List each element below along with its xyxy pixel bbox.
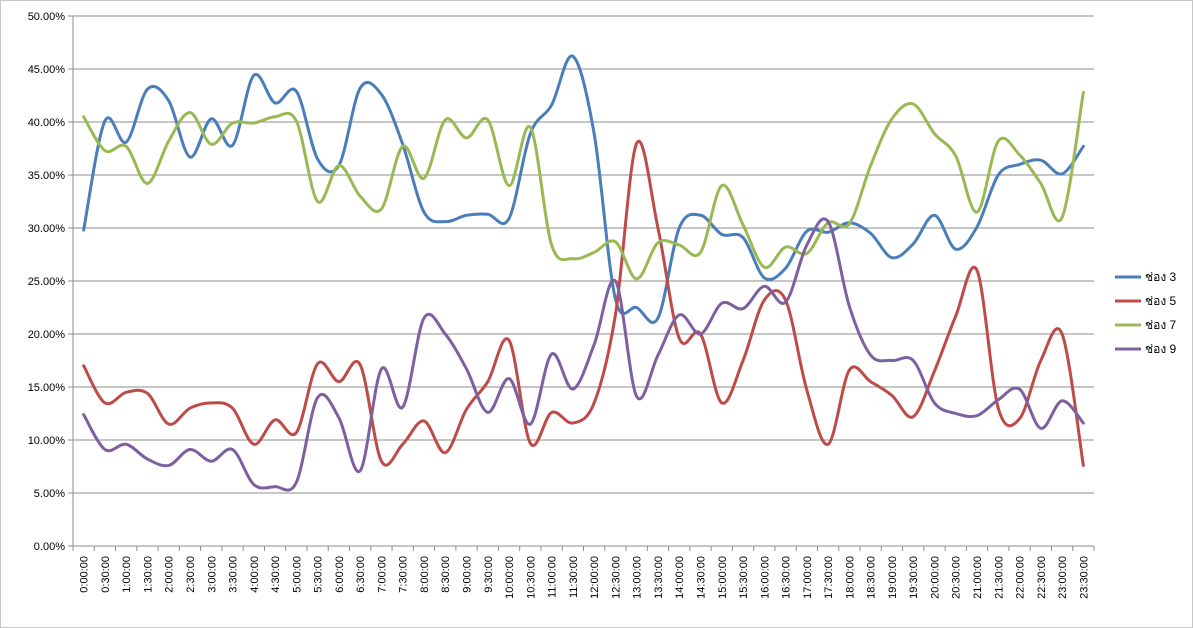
x-tick-label: 23:30:00: [1078, 556, 1090, 599]
series-line-3: [82, 90, 1085, 281]
x-tick-label: 22:30:00: [1036, 556, 1048, 599]
x-tick-label: 3:00:00: [206, 556, 218, 593]
x-tick-label: 10:30:00: [525, 556, 537, 599]
series-line-4: [82, 217, 1085, 492]
legend-label: ช่อง 7: [1145, 318, 1177, 332]
x-tick-label: 0:30:00: [100, 556, 112, 593]
legend-label: ช่อง 5: [1145, 294, 1177, 308]
x-tick-label: 12:30:00: [610, 556, 622, 599]
x-tick-label: 15:00:00: [717, 556, 729, 599]
x-tick-label: 7:30:00: [398, 556, 410, 593]
x-tick-label: 8:00:00: [419, 556, 431, 593]
x-tick-label: 19:30:00: [908, 556, 920, 599]
x-tick-label: 20:00:00: [929, 556, 941, 599]
y-tick-label: 0.00%: [34, 541, 65, 553]
x-tick-label: 15:30:00: [738, 556, 750, 599]
x-tick-label: 2:30:00: [185, 556, 197, 593]
y-tick-label: 15.00%: [28, 382, 66, 394]
x-tick-label: 13:30:00: [653, 556, 665, 599]
x-tick-label: 0:00:00: [79, 556, 91, 593]
y-tick-label: 30.00%: [28, 223, 66, 235]
x-tick-label: 21:00:00: [972, 556, 984, 599]
x-tick-label: 1:00:00: [121, 556, 133, 593]
x-tick-label: 17:00:00: [802, 556, 814, 599]
x-tick-label: 11:30:00: [568, 556, 580, 598]
x-tick-label: 10:00:00: [504, 556, 516, 599]
x-tick-label: 14:00:00: [674, 556, 686, 599]
x-tick-label: 6:00:00: [334, 556, 346, 593]
y-tick-label: 45.00%: [28, 64, 66, 76]
x-tick-label: 18:00:00: [844, 556, 856, 599]
y-tick-label: 10.00%: [28, 435, 66, 447]
y-tick-label: 5.00%: [34, 488, 65, 500]
x-tick-label: 22:00:00: [1015, 556, 1027, 599]
y-tick-label: 25.00%: [28, 276, 66, 288]
x-tick-label: 2:00:00: [164, 556, 176, 593]
x-tick-label: 4:30:00: [270, 556, 282, 593]
x-tick-label: 17:30:00: [823, 556, 835, 599]
x-tick-label: 12:00:00: [589, 556, 601, 599]
x-tick-label: 3:30:00: [228, 556, 240, 593]
x-tick-label: 19:00:00: [887, 556, 899, 599]
x-tick-label: 13:00:00: [632, 556, 644, 599]
x-tick-label: 14:30:00: [695, 556, 707, 599]
x-tick-label: 23:00:00: [1057, 556, 1069, 599]
series-line-1: [82, 54, 1085, 324]
y-tick-label: 50.00%: [28, 11, 66, 23]
x-tick-label: 6:30:00: [355, 556, 367, 593]
x-tick-label: 8:30:00: [440, 556, 452, 593]
x-tick-label: 16:30:00: [781, 556, 793, 599]
x-tick-label: 9:00:00: [462, 556, 474, 593]
series-line-2: [82, 139, 1085, 467]
y-tick-label: 20.00%: [28, 329, 66, 341]
x-tick-label: 7:00:00: [376, 556, 388, 593]
y-tick-label: 40.00%: [28, 117, 66, 129]
x-tick-label: 20:30:00: [951, 556, 963, 599]
legend-label: ช่อง 9: [1145, 342, 1177, 356]
x-tick-label: 21:30:00: [993, 556, 1005, 599]
x-tick-label: 18:30:00: [866, 556, 878, 599]
x-tick-label: 11:00:00: [547, 556, 559, 598]
x-tick-label: 4:00:00: [249, 556, 261, 593]
legend-label: ช่อง 3: [1145, 270, 1177, 284]
x-tick-label: 5:00:00: [291, 556, 303, 593]
x-tick-label: 16:00:00: [759, 556, 771, 599]
x-tick-label: 1:30:00: [142, 556, 154, 593]
y-tick-label: 35.00%: [28, 170, 66, 182]
x-tick-label: 9:30:00: [483, 556, 495, 593]
x-tick-label: 5:30:00: [313, 556, 325, 593]
